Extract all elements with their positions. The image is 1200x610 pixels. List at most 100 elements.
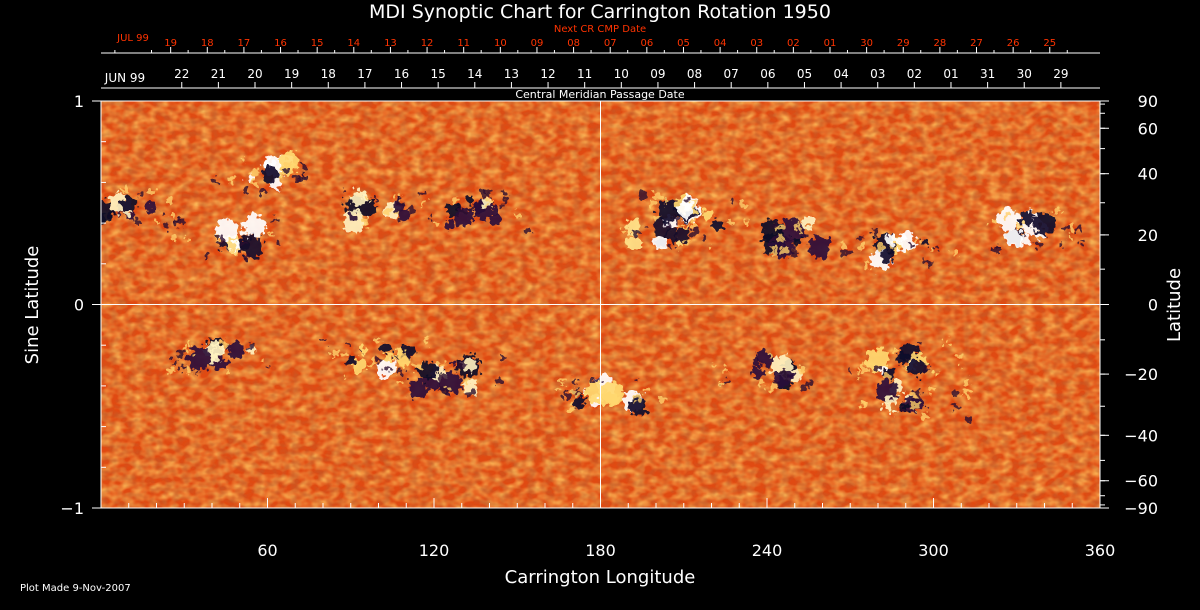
flux-speck xyxy=(1067,224,1076,233)
flux-speck xyxy=(673,218,679,224)
flux-speck xyxy=(857,244,864,251)
flux-speck xyxy=(633,378,637,382)
flux-patch xyxy=(585,381,606,403)
flux-speck xyxy=(768,352,773,357)
flux-patch xyxy=(887,396,895,405)
flux-patch xyxy=(188,346,212,370)
cmp-ticks: 22 21 20 19 18 17 16 15 14 13 12 11 10 09 08 07 06 05 04 03… xyxy=(174,67,1069,88)
flux-patch xyxy=(907,359,926,378)
flux-speck xyxy=(178,217,187,225)
flux-speck xyxy=(241,158,246,163)
cmp-tick-label: 06 xyxy=(760,67,775,81)
flux-speck xyxy=(259,188,267,196)
flux-speck xyxy=(807,380,814,387)
flux-speck xyxy=(439,361,445,367)
flux-patch xyxy=(572,395,586,409)
flux-speck xyxy=(691,227,699,235)
active-region xyxy=(340,188,434,233)
flux-patch xyxy=(996,207,1019,231)
flux-speck xyxy=(428,216,434,221)
flux-speck xyxy=(702,236,708,242)
cmp-tick-label: 03 xyxy=(870,67,885,81)
active-region xyxy=(621,216,712,251)
flux-patch xyxy=(625,235,641,251)
cmp-tick-label: 29 xyxy=(1053,67,1068,81)
next-cr-label: Next CR CMP Date xyxy=(554,24,646,35)
flux-speck xyxy=(375,197,379,201)
flux-speck xyxy=(499,355,503,360)
cmp-axis-label: Central Meridian Passage Date xyxy=(515,88,684,101)
flux-patch xyxy=(920,239,928,247)
y-axis-label: Sine Latitude xyxy=(22,246,43,365)
flux-speck xyxy=(860,400,867,407)
y-axis-label-right: Latitude xyxy=(1164,268,1185,342)
flux-speck xyxy=(394,193,402,200)
flux-patch xyxy=(490,213,502,226)
flux-speck xyxy=(196,371,200,376)
flux-speck xyxy=(1067,235,1073,241)
flux-speck xyxy=(179,365,186,371)
flux-speck xyxy=(876,242,885,251)
cmp-tick-label: 17 xyxy=(357,67,372,81)
cmp-tick-label: 16 xyxy=(394,67,409,81)
next-cr-tick-label: 26 xyxy=(1007,38,1020,49)
flux-speck xyxy=(264,367,269,371)
cmp-tick-label: 07 xyxy=(724,67,739,81)
flux-speck xyxy=(147,187,156,195)
active-region xyxy=(394,352,503,398)
next-cr-tick-label: 19 xyxy=(164,38,177,49)
flux-speck xyxy=(727,219,733,225)
flux-speck xyxy=(567,404,576,413)
flux-speck xyxy=(658,395,666,403)
right-tick-label: −90 xyxy=(1124,499,1158,518)
flux-patch xyxy=(462,357,478,372)
next-cr-tick-label: 09 xyxy=(531,38,544,49)
flux-speck xyxy=(332,349,341,358)
flux-speck xyxy=(486,197,494,205)
next-cr-tick-label: 28 xyxy=(934,38,947,49)
chart-title: MDI Synoptic Chart for Carrington Rotati… xyxy=(369,1,831,23)
active-region xyxy=(742,216,848,258)
flux-speck xyxy=(225,246,230,251)
flux-speck xyxy=(243,187,250,195)
flux-speck xyxy=(956,365,960,369)
flux-speck xyxy=(883,373,891,381)
flux-speck xyxy=(396,198,404,206)
next-cr-tick-label: 13 xyxy=(384,38,397,49)
flux-speck xyxy=(691,200,698,207)
flux-speck xyxy=(398,352,406,361)
flux-patch xyxy=(1019,211,1034,226)
flux-speck xyxy=(778,368,786,376)
flux-speck xyxy=(241,238,247,245)
cmp-tick-label: 19 xyxy=(284,67,299,81)
left-tick-label: 0 xyxy=(74,296,84,315)
flux-speck xyxy=(184,366,193,374)
flux-speck xyxy=(451,196,458,203)
flux-patch xyxy=(1004,229,1023,248)
flux-speck xyxy=(186,342,193,349)
flux-speck xyxy=(1062,224,1069,231)
flux-speck xyxy=(944,340,950,346)
x-tick-label: 300 xyxy=(918,541,949,560)
flux-patch xyxy=(1032,212,1057,236)
flux-patch xyxy=(701,210,713,222)
flux-speck xyxy=(228,175,236,184)
flux-speck xyxy=(419,191,425,196)
flux-patch xyxy=(664,227,679,242)
flux-speck xyxy=(950,249,959,258)
active-region xyxy=(712,350,814,392)
next-cr-tick-label: 30 xyxy=(860,38,873,49)
flux-patch xyxy=(384,353,394,363)
flux-speck xyxy=(217,236,225,244)
flux-speck xyxy=(654,214,662,222)
flux-speck xyxy=(156,219,160,224)
next-cr-tick-label: 05 xyxy=(677,38,690,49)
flux-speck xyxy=(1075,227,1080,232)
flux-speck xyxy=(226,368,230,372)
flux-speck xyxy=(270,218,276,224)
flux-speck xyxy=(742,219,749,225)
flux-speck xyxy=(159,211,164,216)
flux-speck xyxy=(889,244,894,250)
next-cr-tick-label: 06 xyxy=(640,38,653,49)
flux-patch xyxy=(279,151,300,172)
